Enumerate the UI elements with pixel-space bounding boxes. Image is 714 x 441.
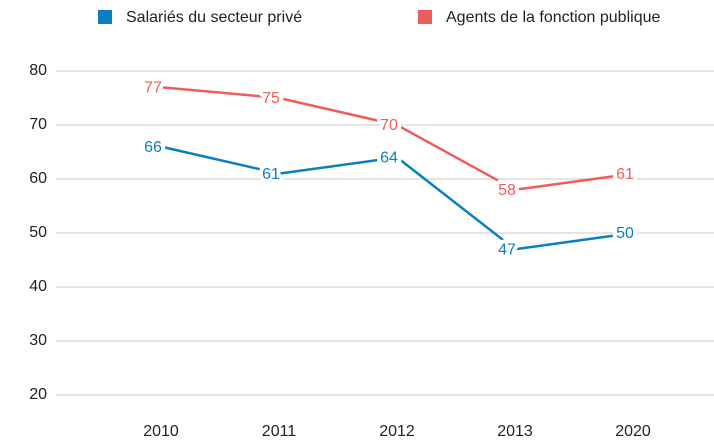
series-line bbox=[160, 145, 634, 251]
y-tick-label: 20 bbox=[29, 386, 47, 403]
x-tick-label: 2013 bbox=[497, 423, 533, 440]
data-label: 77 bbox=[144, 79, 162, 96]
x-tick-label: 2020 bbox=[615, 423, 651, 440]
legend-swatch bbox=[98, 10, 112, 24]
data-label: 70 bbox=[380, 117, 398, 134]
y-tick-label: 30 bbox=[29, 332, 47, 349]
data-label: 64 bbox=[380, 150, 398, 167]
data-label: 61 bbox=[262, 166, 280, 183]
x-tick-label: 2010 bbox=[143, 423, 179, 440]
legend-label: Salariés du secteur privé bbox=[126, 9, 302, 26]
y-tick-label: 80 bbox=[29, 62, 47, 79]
y-tick-label: 50 bbox=[29, 224, 47, 241]
x-tick-label: 2012 bbox=[379, 423, 415, 440]
legend-label: Agents de la fonction publique bbox=[446, 9, 660, 26]
y-tick-label: 60 bbox=[29, 170, 47, 187]
data-label: 58 bbox=[498, 182, 516, 199]
data-label: 66 bbox=[144, 139, 162, 156]
legend-swatch bbox=[418, 10, 432, 24]
data-label: 75 bbox=[262, 90, 280, 107]
data-label: 47 bbox=[498, 241, 516, 258]
y-tick-label: 70 bbox=[29, 116, 47, 133]
data-label: 61 bbox=[616, 166, 634, 183]
y-tick-label: 40 bbox=[29, 278, 47, 295]
data-label: 50 bbox=[616, 225, 634, 242]
series-line bbox=[160, 85, 634, 192]
x-tick-label: 2011 bbox=[262, 423, 297, 440]
